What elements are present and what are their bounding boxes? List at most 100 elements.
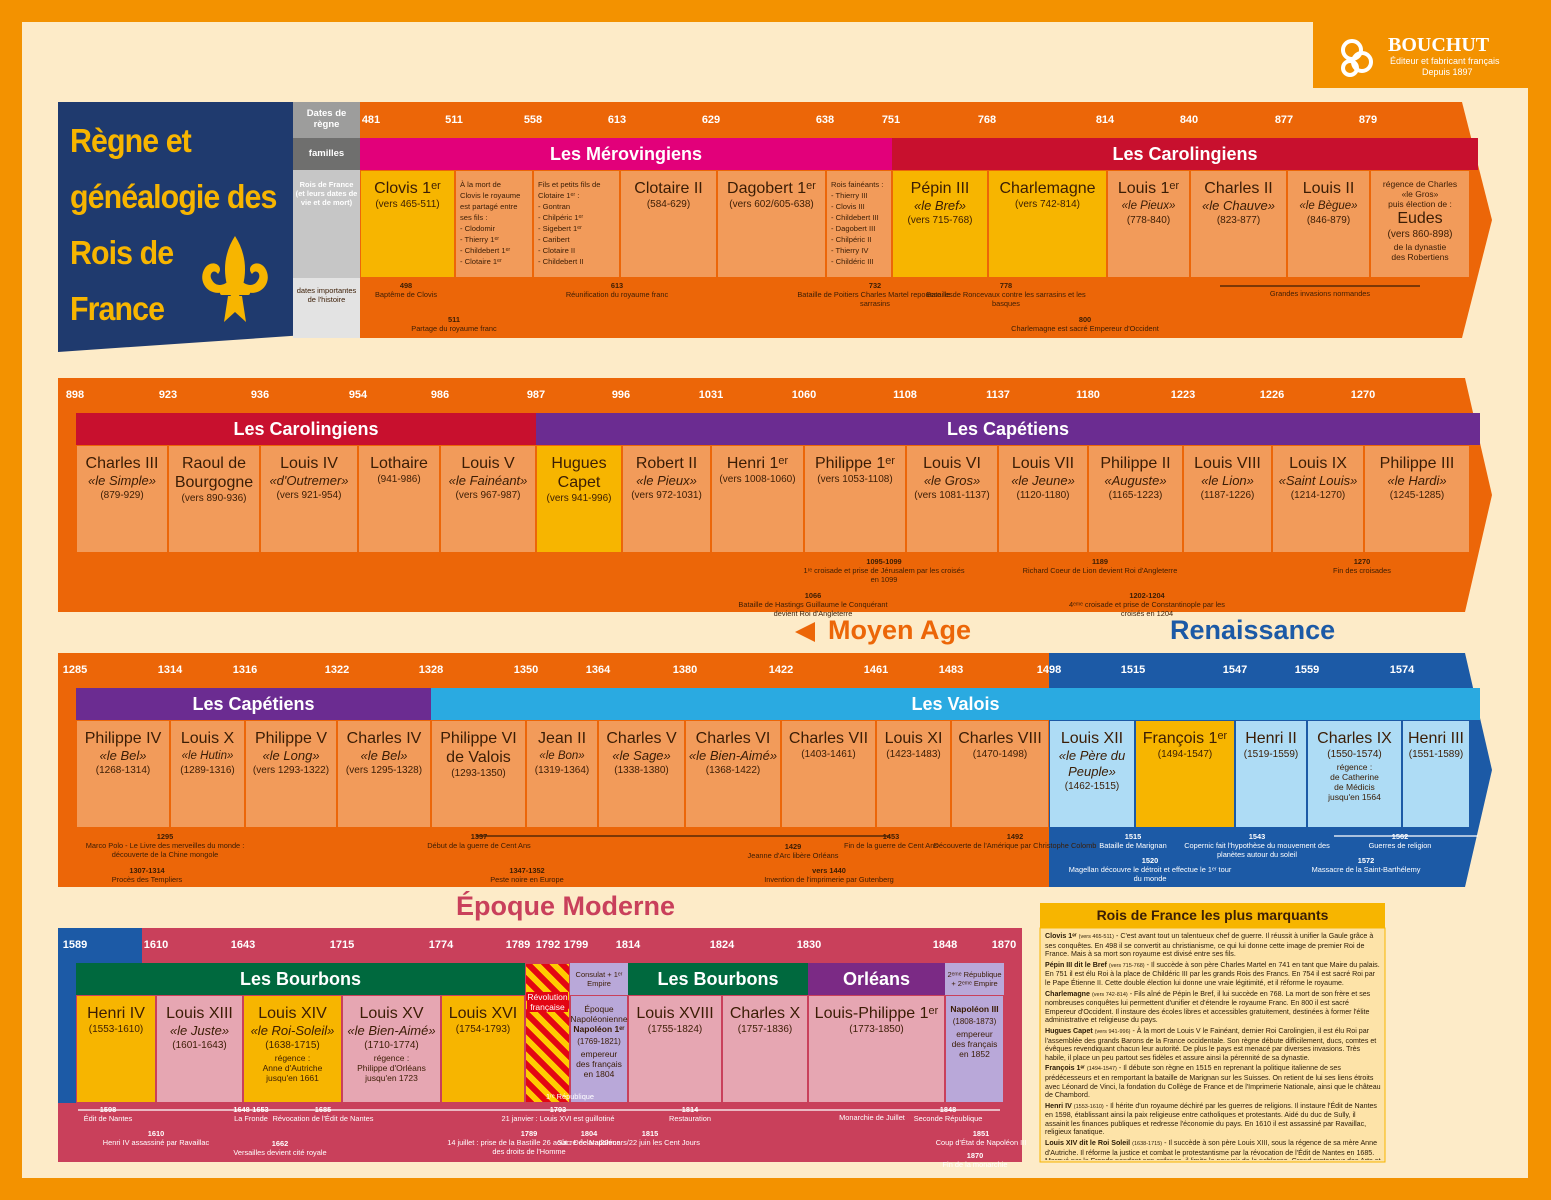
king-epithet: «le Bel» (360, 748, 408, 763)
event-text: Réunification du royaume franc (565, 290, 669, 299)
king-dates: (584-629) (646, 199, 691, 210)
event: 1815 20 mars/22 juin les Cent Jours (565, 1129, 735, 1147)
king-name: Hugues Capet (551, 455, 607, 491)
year-label: 840 (1179, 114, 1199, 126)
king-dates: (1289-1316) (180, 765, 235, 776)
event: 1337 Début de la guerre de Cent Ans (394, 832, 564, 850)
year-label: 1848 (932, 939, 958, 951)
year-label: 1830 (796, 939, 822, 951)
year-label: 613 (607, 114, 627, 126)
era-label: Moyen Age (828, 615, 972, 645)
year-label: 1589 (62, 939, 88, 951)
king-name: Louis 1ᵉʳ (1117, 180, 1180, 197)
year-label: 1180 (1076, 389, 1100, 401)
king-epithet: «le Long» (262, 748, 320, 763)
king-pre: Époque Napoléonienne (570, 1004, 628, 1024)
king-dates: (1551-1589) (1408, 749, 1464, 760)
king-cell: Louis X «le Hutin» (1289-1316) (171, 721, 244, 827)
king-epithet: «le Fainéant» (448, 473, 528, 488)
king-name: Charles V (606, 730, 677, 747)
summary-name: Henri IV (1045, 1101, 1072, 1110)
king-name: Louis XVIII (636, 1005, 714, 1022)
event-text: Découverte de l'Amérique par Christophe … (933, 841, 1097, 850)
king-name: Louis VII (1011, 455, 1075, 472)
event: 1851 Coup d'État de Napoléon III (896, 1129, 1066, 1147)
king-name: Henri II (1245, 730, 1297, 747)
king-cell: Charles III «le Simple» (879-929) (77, 446, 167, 552)
summary-dates: (vers 465-511) (1078, 934, 1115, 940)
king-name: Charlemagne (999, 180, 1096, 197)
event-date: 1189 (1091, 557, 1109, 566)
event-date: 1520 (1141, 856, 1159, 865)
event-text: Guerres de religion (1368, 841, 1432, 850)
king-name: Louis V (461, 455, 515, 472)
king-dates: (1710-1774) (364, 1040, 419, 1051)
king-epithet: «d'Outremer» (269, 473, 349, 488)
event-date: 1804 (580, 1129, 598, 1138)
king-dates: (1462-1515) (1064, 781, 1120, 792)
year-label: 1364 (585, 664, 611, 676)
event: Monarchie de Juillet (787, 1113, 957, 1122)
king-dates: (1245-1285) (1389, 490, 1445, 501)
event-text: Invention de l'imprimerie par Gutenberg (764, 875, 894, 884)
event: 1598 Édit de Nantes (23, 1105, 193, 1123)
summary-name: François 1ᵉʳ (1045, 1064, 1085, 1073)
king-dates: (1773-1850) (849, 1024, 904, 1035)
summary-text: - Il hérite d'un royaume déchiré par les… (1045, 1101, 1377, 1137)
event: 1429 Jeanne d'Arc libère Orléans (708, 842, 878, 860)
year-label: 638 (815, 114, 835, 126)
king-name: Philippe III (1379, 455, 1455, 472)
era-label: Renaissance (1170, 615, 1336, 645)
year-label: 1223 (1170, 389, 1196, 401)
event-text: Jeanne d'Arc libère Orléans (747, 851, 839, 860)
king-name: Charles III (85, 455, 159, 472)
king-epithet: «le Simple» (88, 473, 156, 488)
year-label: 511 (445, 114, 463, 126)
event: 1515 Bataille de Marignan (1048, 832, 1218, 850)
king-cell: Charles VI «le Bien-Aimé» (1368-1422) (686, 721, 780, 827)
event-date: 1202-1204 (1129, 591, 1165, 600)
event-text: 14 juillet : prise de la Bastille 26 aoû… (447, 1138, 611, 1156)
king-cell: Louis II «le Bègue» (846-879) (1288, 171, 1369, 277)
event-date: 1572 (1357, 856, 1375, 865)
year-label: 1774 (428, 939, 454, 951)
event-date: 1562 (1391, 832, 1409, 841)
king-cell: Louis 1ᵉʳ «le Pieux» (778-840) (1108, 171, 1189, 277)
event: 1793 21 janvier : Louis XVI est guillotin… (473, 1105, 643, 1123)
year-label: 1461 (863, 664, 889, 676)
king-dates: (vers 742-814) (1014, 199, 1081, 210)
title-line: France (70, 290, 165, 327)
year-label: 1285 (62, 664, 88, 676)
year-label: 1870 (991, 939, 1017, 951)
king-name: Charles II (1204, 180, 1273, 197)
king-name: Louis II (1302, 180, 1355, 197)
summary-dates: (vers 742-814) (1091, 991, 1128, 998)
event: 1685 Révocation de l'Édit de Nantes (238, 1105, 408, 1123)
year-label: 1226 (1259, 389, 1285, 401)
event: 1662 Versailles devient cité royale (195, 1139, 365, 1157)
year-label: 768 (977, 114, 997, 126)
summary-body: Clovis 1ᵉʳ (vers 465-511) - C'est avant … (1045, 932, 1381, 1160)
event: 613 Réunification du royaume franc (532, 281, 702, 299)
king-epithet: «Saint Louis» (1278, 473, 1358, 488)
king-cell: Philippe IV «le Bel» (1268-1314) (77, 721, 169, 827)
family-bar: Les Capétiens (76, 688, 431, 720)
king-name: Henri III (1407, 730, 1464, 747)
king-cell: François 1ᵉʳ (1494-1547) (1136, 721, 1234, 827)
king-dates: (vers 972-1031) (631, 490, 702, 501)
event-text: Restauration (669, 1114, 711, 1123)
king-cell: Charles V «le Sage» (1338-1380) (599, 721, 684, 827)
king-epithet: «Auguste» (1104, 473, 1167, 488)
event-text: Édit de Nantes (83, 1114, 133, 1123)
brand-logo (1341, 39, 1373, 77)
king-dates: (879-929) (100, 490, 144, 501)
king-dates: (vers 1295-1328) (345, 765, 423, 776)
event-text: Fin de la guerre de Cent Ans (843, 841, 939, 850)
event-date: 511 (448, 315, 460, 324)
event-text: Seconde République (913, 1114, 983, 1123)
king-cell: Louis VIII «le Lion» (1187-1226) (1184, 446, 1271, 552)
event-text: Bataille de Hastings Guillaume le Conqué… (738, 600, 888, 618)
